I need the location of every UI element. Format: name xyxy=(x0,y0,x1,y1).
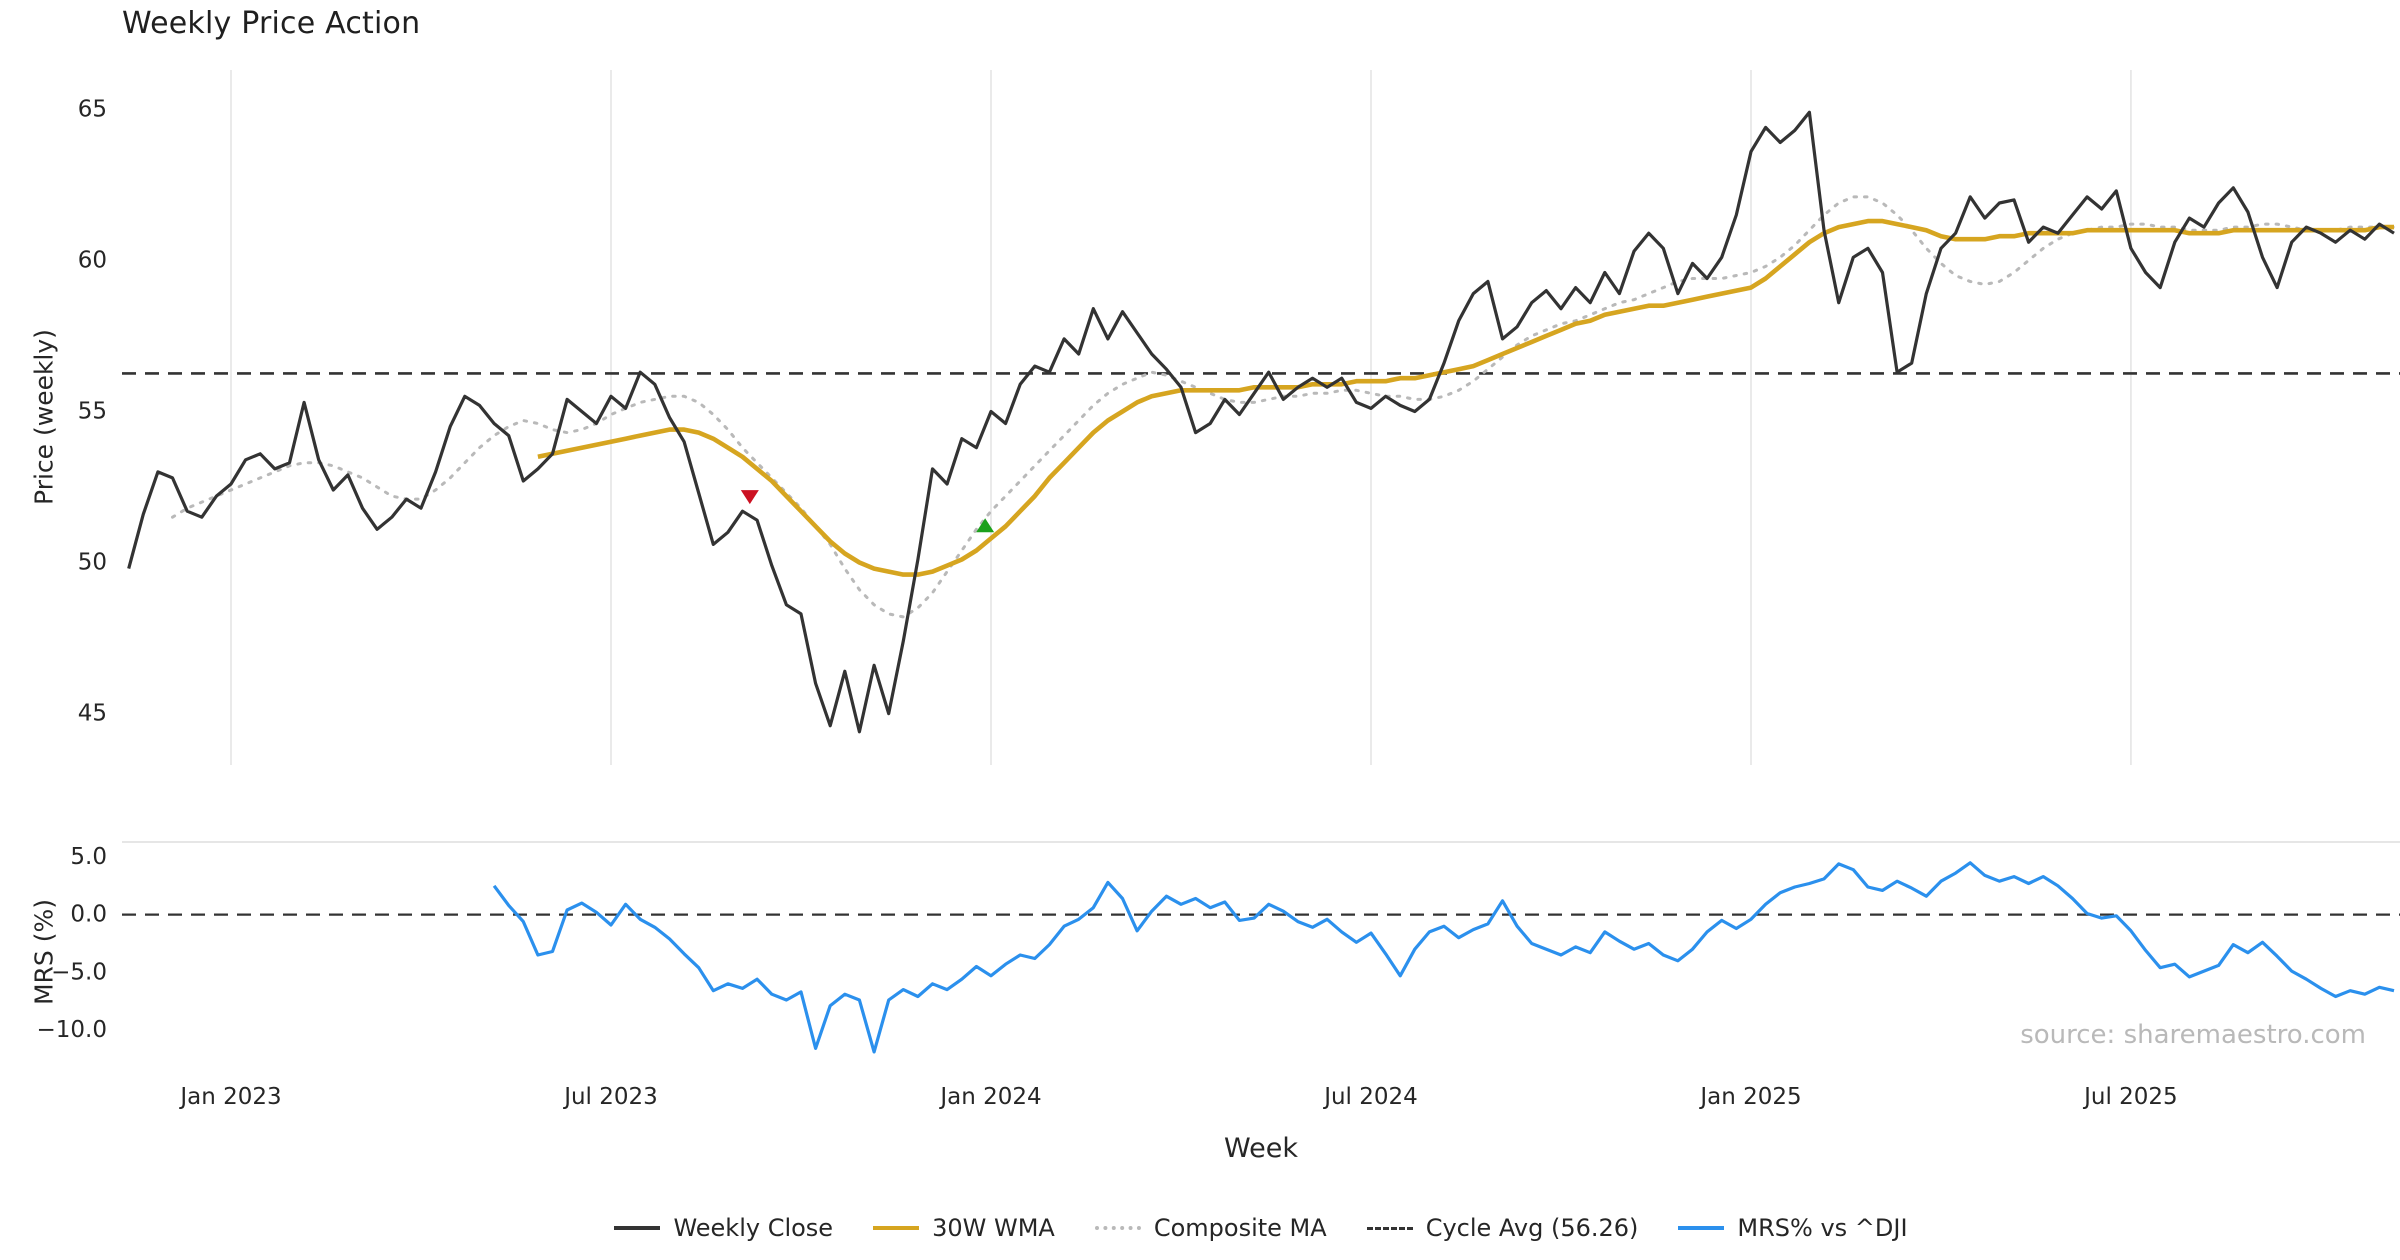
svg-text:55: 55 xyxy=(78,399,107,425)
svg-text:Jan 2023: Jan 2023 xyxy=(178,1084,281,1110)
legend-label: 30W WMA xyxy=(932,1214,1055,1242)
legend-item-30w-wma: 30W WMA xyxy=(873,1214,1055,1242)
legend-item-cycle-avg-56-26-: Cycle Avg (56.26) xyxy=(1366,1214,1639,1242)
svg-text:60: 60 xyxy=(78,247,107,273)
sell-signal-marker xyxy=(740,490,759,505)
svg-text:−10.0: −10.0 xyxy=(37,1017,107,1043)
svg-text:Jan 2024: Jan 2024 xyxy=(938,1084,1041,1110)
svg-text:50: 50 xyxy=(78,550,107,576)
svg-text:5.0: 5.0 xyxy=(70,844,107,870)
svg-text:65: 65 xyxy=(78,96,107,122)
svg-text:Jan 2025: Jan 2025 xyxy=(1698,1084,1801,1110)
chart-title: Weekly Price Action xyxy=(122,6,421,41)
legend-label: Cycle Avg (56.26) xyxy=(1425,1214,1639,1242)
legend-label: Composite MA xyxy=(1153,1214,1327,1242)
solid-line-swatch xyxy=(873,1226,920,1230)
svg-text:Jul 2025: Jul 2025 xyxy=(2082,1084,2178,1110)
dashed-line-swatch xyxy=(1366,1226,1413,1230)
solid-line-swatch xyxy=(1678,1226,1725,1230)
legend-item-mrs-vs-dji: MRS% vs ^DJI xyxy=(1678,1214,1908,1242)
legend: Weekly Close 30W WMA Composite MA Cycle Avg… xyxy=(122,1208,2400,1248)
svg-text:Jul 2023: Jul 2023 xyxy=(562,1084,658,1110)
svg-text:Jul 2024: Jul 2024 xyxy=(1322,1084,1418,1110)
x-axis-label: Week xyxy=(1224,1133,1298,1164)
legend-label: Weekly Close xyxy=(673,1214,834,1242)
svg-text:−5.0: −5.0 xyxy=(51,959,107,985)
legend-item-composite-ma: Composite MA xyxy=(1094,1214,1327,1242)
dotted-line-swatch xyxy=(1094,1226,1141,1230)
buy-signal-marker xyxy=(976,518,995,533)
source-attribution: source: sharemaestro.com xyxy=(2020,1020,2366,1050)
legend-item-weekly-close: Weekly Close xyxy=(614,1214,833,1242)
svg-text:0.0: 0.0 xyxy=(70,902,107,928)
svg-text:45: 45 xyxy=(78,701,107,727)
legend-label: MRS% vs ^DJI xyxy=(1737,1214,1908,1242)
solid-line-swatch xyxy=(614,1226,661,1230)
